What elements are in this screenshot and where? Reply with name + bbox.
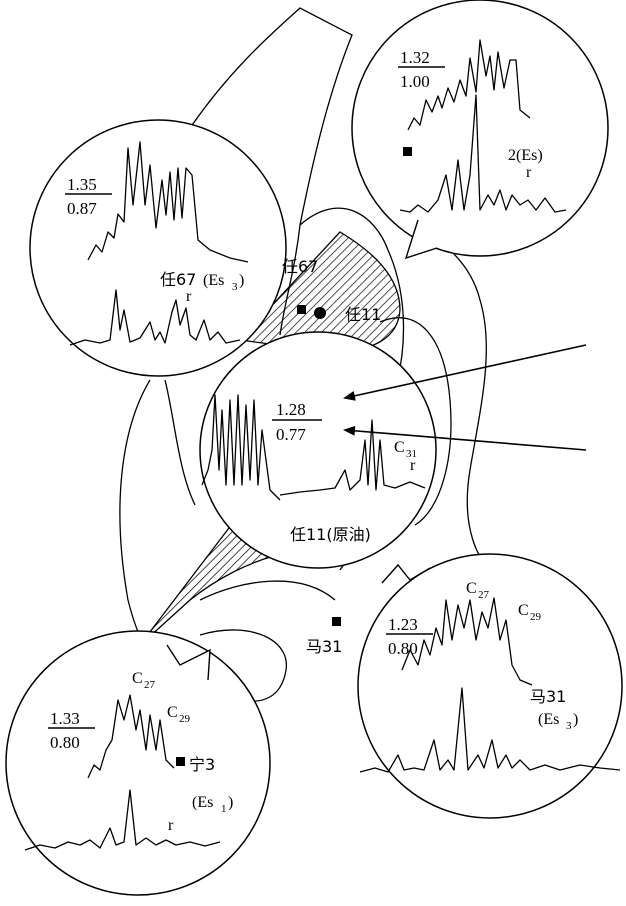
label-two: 2(Es) [508, 147, 543, 164]
label-close-ning3: ) [228, 794, 233, 811]
inset-circle-ren67 [29, 119, 287, 377]
inset-circle-two [351, 0, 609, 257]
label-cn-ning3: 宁3 [189, 755, 215, 774]
label-cn-ren67: 任67 [160, 270, 196, 289]
label-fm-ren67: (Es [203, 272, 224, 289]
peak-c31-ren11: C [394, 439, 405, 456]
pointer-ning3 [166, 644, 211, 681]
label-close-ma31: ) [573, 711, 578, 728]
contour-center-right [379, 317, 452, 526]
label-close-ren67: ) [239, 272, 244, 289]
label-cn-ma31: 马31 [530, 687, 566, 706]
contour-center-upper [299, 207, 405, 391]
well-dot-ren11 [314, 307, 326, 319]
c29-sub-ma31: 29 [530, 611, 542, 623]
label-sub-ning3: 1 [221, 803, 227, 815]
arrow-upper [343, 344, 587, 401]
trace-ning3-upper [87, 694, 175, 779]
ratio-top-ning3: 1.33 [50, 709, 80, 728]
well-square-ren67 [297, 305, 306, 314]
trace-ren11-right [279, 419, 426, 496]
marker-ren67: r [186, 288, 192, 305]
c29-sub-ning3: 29 [179, 713, 191, 725]
label-sub-ma31: 3 [566, 720, 572, 732]
ratio-bottom-two: 1.00 [400, 72, 430, 91]
ratio-bottom-ma31: 0.80 [388, 639, 418, 658]
ratio-top-ma31: 1.23 [388, 615, 418, 634]
peak-sub-ren11: 31 [406, 448, 417, 460]
c29-ma31: C [518, 602, 529, 619]
ratio-top-ren11: 1.28 [276, 400, 306, 419]
well-square-ma31 [332, 617, 341, 626]
c27-ning3: C [132, 670, 143, 687]
c27-sub-ma31: 27 [478, 589, 490, 601]
pointer-ma31 [381, 563, 431, 584]
c27-sub-ning3: 27 [144, 679, 156, 691]
well-label-ma31: 马31 [306, 637, 342, 656]
marker-ning3: r [168, 817, 174, 834]
trace-two-lower [399, 94, 567, 213]
label-fm-ning3: (Es [192, 794, 213, 811]
source-arrows [343, 344, 587, 451]
map-contours [119, 7, 491, 702]
ratio-bottom-ren67: 0.87 [67, 199, 97, 218]
trace-ning3-lower [24, 789, 221, 851]
label-fm-ma31: (Es [538, 711, 559, 728]
inset-circles [5, 0, 623, 896]
contour-lower-loop [199, 629, 288, 702]
well-label-ren67: 任67 [282, 257, 318, 276]
chromatograms [24, 39, 621, 851]
trace-ma31-lower [359, 687, 621, 773]
well-label-ren11: 任11 [345, 305, 381, 324]
ratio-bottom-ren11: 0.77 [276, 425, 306, 444]
contour-lower [199, 580, 336, 601]
well-markers [176, 147, 412, 766]
contour-upper-left [189, 7, 353, 336]
inset-circle-ma31 [357, 553, 623, 819]
ratio-top-two: 1.32 [400, 48, 430, 67]
trace-ren67-upper [87, 141, 249, 263]
trace-ren67-lower [69, 289, 241, 346]
arrow-lower [343, 425, 587, 451]
marker-two: r [526, 164, 532, 181]
inset-circle-ning3 [5, 630, 271, 896]
pointer-two [404, 219, 438, 260]
c27-ma31: C [466, 580, 477, 597]
trace-ma31-upper [401, 597, 533, 686]
fraction-bars [48, 66, 445, 729]
c29-ning3: C [167, 704, 178, 721]
contour-right [411, 221, 491, 571]
circle-pointers [166, 219, 438, 681]
ratio-bottom-ning3: 0.80 [50, 733, 80, 752]
label-sub-ren67: 3 [232, 281, 238, 293]
well-square-two [403, 147, 412, 156]
marker-ren11: r [410, 457, 416, 474]
label-cn-ren11: 任11(原油) [290, 525, 371, 544]
well-square-ning3 [176, 757, 185, 766]
ratio-top-ren67: 1.35 [67, 175, 97, 194]
contour-inner-left [164, 379, 196, 506]
trace-two-upper [407, 39, 531, 131]
trace-ren11-left [201, 394, 281, 501]
